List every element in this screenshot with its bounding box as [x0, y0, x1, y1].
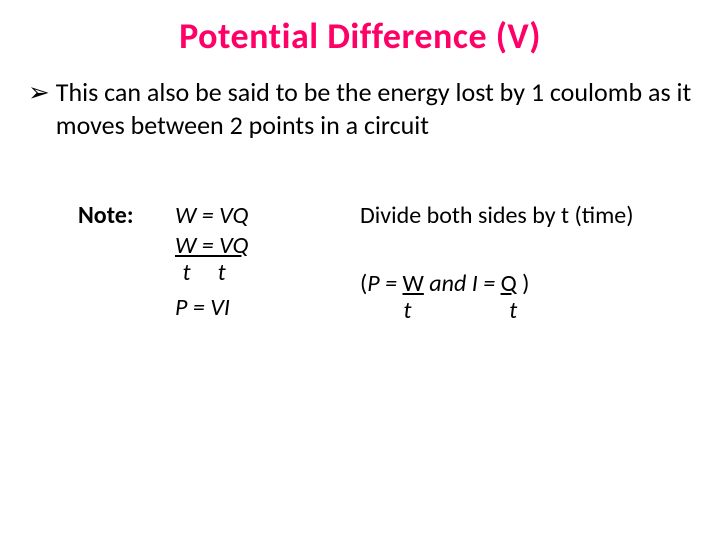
- p-equals: P =: [367, 269, 402, 298]
- explanation-column: Divide both sides by t (time) (P = W and…: [340, 201, 633, 323]
- slide-title: Potential Difference (V): [0, 0, 720, 58]
- q-fraction-top: Q: [501, 269, 517, 298]
- equations-column: W = VQ W = VQ t t P = VI: [175, 201, 340, 323]
- equation-line-1: W = VQ: [175, 201, 340, 231]
- body-area: Note: W = VQ W = VQ t t P = VI Divide bo…: [0, 141, 720, 323]
- bullet-marker-icon: ➢: [28, 76, 56, 141]
- explain-denominators: t t: [360, 299, 633, 323]
- denom-t-right: t: [218, 258, 226, 287]
- slide: Potential Difference (V) ➢ This can also…: [0, 0, 720, 540]
- denom-t2: t: [509, 296, 517, 325]
- bullet-block: ➢ This can also be said to be the energy…: [0, 58, 720, 141]
- denom-t1: t: [403, 296, 411, 325]
- bullet-text: This can also be said to be the energy l…: [56, 76, 692, 141]
- and-text: and: [424, 269, 472, 298]
- note-label: Note:: [0, 201, 175, 323]
- bullet-item: ➢ This can also be said to be the energy…: [28, 76, 692, 141]
- equation-line-3-denominators: t t: [175, 261, 340, 285]
- explain-divide-line: Divide both sides by t (time): [360, 201, 633, 231]
- equation-line-2-underlined: W = VQ: [175, 231, 248, 260]
- equation-line-2: W = VQ: [175, 231, 340, 261]
- i-equals: I =: [472, 269, 501, 298]
- explain-parenthetical: (P = W and I = Q ): [360, 231, 633, 299]
- w-fraction-top: W: [402, 269, 423, 298]
- paren-close: ): [517, 269, 530, 298]
- denom-t-left: t: [182, 258, 190, 287]
- equation-line-4: P = VI: [175, 285, 340, 322]
